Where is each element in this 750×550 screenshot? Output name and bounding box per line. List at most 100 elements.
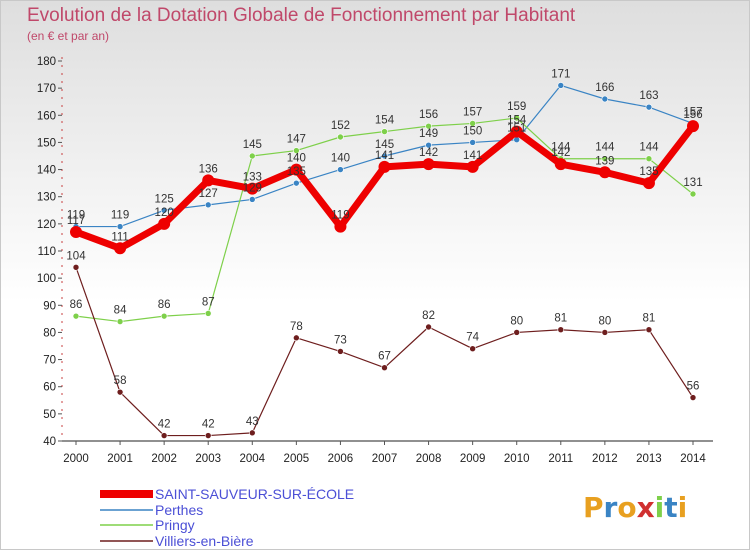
legend-label-3: Villiers-en-Bière — [155, 533, 254, 549]
data-label: 81 — [643, 313, 656, 325]
data-point — [425, 122, 432, 130]
data-label: 42 — [202, 419, 215, 431]
y-tick-label: 80 — [43, 327, 56, 339]
data-label: 125 — [155, 193, 174, 205]
data-label: 144 — [595, 142, 615, 154]
data-label: 120 — [155, 207, 174, 219]
data-point — [378, 160, 391, 173]
data-label: 141 — [375, 150, 394, 162]
series-layer — [70, 82, 699, 439]
data-point — [469, 120, 476, 127]
data-point — [645, 326, 653, 334]
data-point — [645, 103, 653, 111]
data-point — [466, 160, 479, 173]
data-label: 135 — [639, 166, 658, 178]
data-label: 154 — [375, 115, 395, 127]
legend-label-1: Perthes — [155, 502, 203, 518]
data-point — [689, 190, 697, 198]
data-label: 73 — [334, 334, 347, 346]
data-label: 80 — [510, 315, 523, 327]
data-point — [557, 326, 565, 334]
data-point — [513, 329, 521, 336]
data-label: 136 — [199, 163, 218, 175]
data-point — [642, 177, 655, 190]
data-point — [72, 263, 80, 271]
y-tick-label: 100 — [37, 273, 56, 285]
data-point — [689, 394, 697, 401]
data-label: 119 — [111, 210, 129, 222]
data-point — [116, 223, 124, 230]
data-point — [248, 429, 256, 437]
data-label: 82 — [422, 310, 435, 322]
data-label: 157 — [463, 106, 482, 118]
data-label: 144 — [639, 142, 659, 154]
data-point — [204, 201, 212, 209]
x-tick-label: 2000 — [63, 453, 89, 465]
logo-letter: P — [583, 491, 604, 524]
x-tick-label: 2001 — [107, 453, 133, 465]
x-tick-label: 2002 — [151, 453, 177, 465]
data-label: 151 — [507, 123, 526, 135]
data-point — [469, 139, 476, 146]
y-tick-label: 70 — [43, 355, 56, 367]
data-label: 127 — [199, 188, 218, 200]
data-point — [381, 364, 388, 372]
y-tick-label: 140 — [37, 165, 56, 177]
data-point — [601, 329, 609, 336]
x-tick-label: 2003 — [195, 453, 221, 465]
data-point — [513, 114, 521, 122]
data-point — [248, 196, 256, 203]
data-point — [425, 141, 432, 149]
y-tick-label: 170 — [37, 83, 56, 95]
chart-title: Evolution de la Dotation Globale de Fonc… — [27, 5, 576, 26]
data-label: 104 — [66, 250, 86, 262]
data-point — [687, 120, 699, 133]
x-tick-label: 2012 — [592, 453, 618, 465]
data-point — [246, 182, 259, 195]
data-label: 84 — [114, 305, 127, 317]
data-label: 142 — [419, 147, 438, 159]
y-tick-label: 130 — [37, 192, 56, 204]
data-point — [337, 133, 344, 141]
data-label: 74 — [466, 332, 479, 344]
x-tick-label: 2009 — [460, 453, 486, 465]
logo-letter: i — [678, 491, 688, 524]
data-point — [290, 163, 303, 176]
x-tick-label: 2008 — [416, 453, 442, 465]
data-point — [160, 206, 168, 214]
data-label: 156 — [419, 109, 438, 121]
x-tick-label: 2006 — [328, 453, 354, 465]
data-point — [645, 155, 653, 163]
data-point — [425, 323, 432, 331]
x-tick-label: 2014 — [680, 453, 706, 465]
data-label: 67 — [378, 351, 391, 363]
x-tick-label: 2013 — [636, 453, 662, 465]
legend-label-2: Pringy — [155, 517, 195, 533]
data-label: 87 — [202, 296, 215, 308]
data-label: 141 — [463, 150, 482, 162]
x-tick-label: 2011 — [548, 453, 573, 465]
logo-letter: i — [655, 491, 665, 524]
data-point — [601, 155, 609, 163]
x-tick-label: 2005 — [284, 453, 310, 465]
logo-letter: t — [664, 491, 677, 524]
data-label: 119 — [67, 210, 85, 222]
y-tick-label: 60 — [43, 382, 56, 394]
data-label: 145 — [243, 139, 262, 151]
data-label: 147 — [287, 134, 306, 146]
x-tick-label: 2004 — [239, 453, 265, 465]
data-label: 144 — [551, 142, 571, 154]
y-tick-label: 160 — [37, 110, 56, 122]
axes: 40 50 60 70 80 90 100 110 120 130 140 150 160 170 180 2… — [37, 56, 713, 465]
data-point — [116, 318, 124, 325]
data-label: 133 — [243, 172, 262, 184]
data-label: 80 — [598, 315, 611, 327]
data-label: 86 — [70, 299, 83, 311]
data-label: 140 — [287, 153, 306, 165]
data-label: 117 — [67, 215, 85, 227]
data-point — [381, 128, 388, 135]
data-point — [554, 158, 567, 171]
